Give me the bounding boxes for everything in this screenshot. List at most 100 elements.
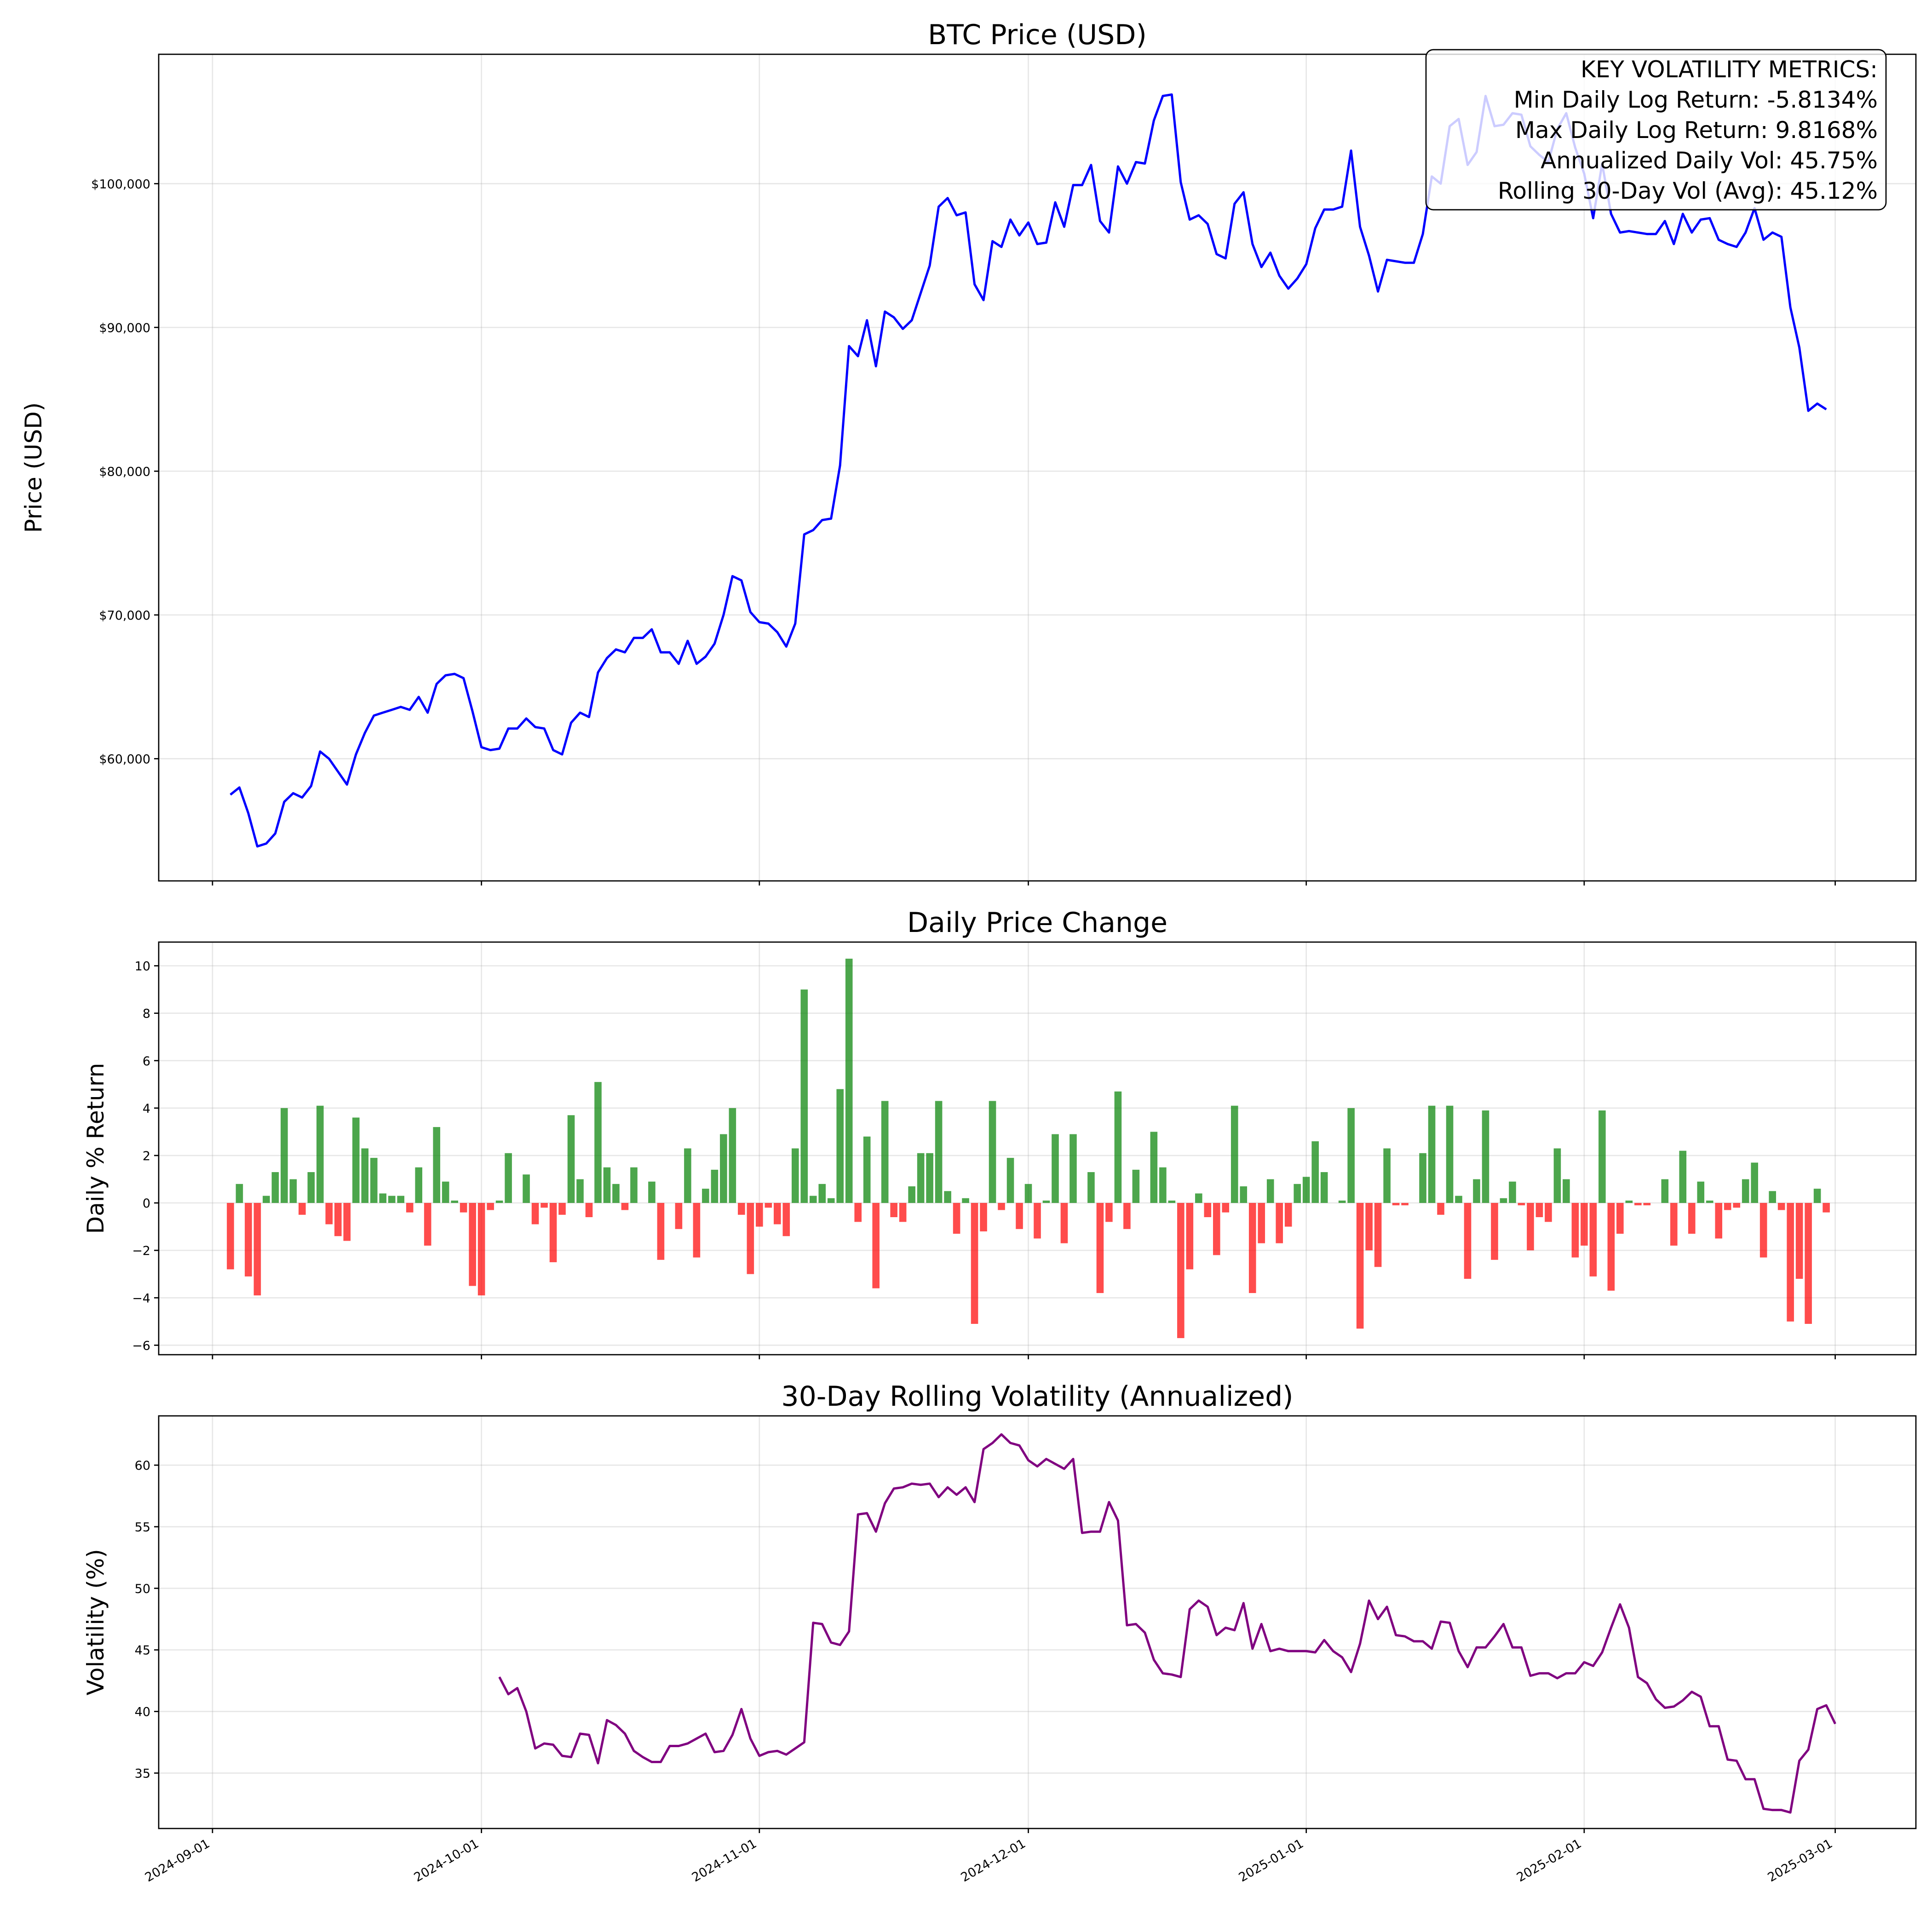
return-bar <box>702 1189 709 1203</box>
return-bar <box>1294 1184 1301 1203</box>
data-point <box>705 656 706 657</box>
return-bar <box>774 1203 781 1225</box>
data-point <box>615 649 616 650</box>
y-tick-label: −6 <box>132 1339 150 1353</box>
return-bar <box>1598 1110 1606 1203</box>
panel-title: Daily Price Change <box>907 907 1167 939</box>
data-point <box>1736 1760 1737 1761</box>
return-bar <box>1213 1203 1220 1255</box>
data-point <box>1449 1622 1450 1623</box>
return-bar <box>1105 1203 1113 1222</box>
return-bar <box>1276 1203 1283 1243</box>
return-bar <box>1132 1169 1140 1203</box>
axes-frame <box>158 1415 1917 1829</box>
return-bar <box>1204 1203 1212 1217</box>
data-point <box>1333 209 1334 210</box>
data-point <box>275 833 276 834</box>
return-bar <box>809 1196 817 1203</box>
return-bar <box>989 1101 996 1203</box>
y-tick-label: 35 <box>135 1767 150 1781</box>
return-bar <box>307 1172 315 1203</box>
return-bar <box>227 1203 234 1270</box>
return-bar <box>998 1203 1005 1210</box>
return-bar <box>1042 1200 1050 1203</box>
return-bar <box>1284 1203 1292 1227</box>
return-bar <box>1634 1203 1642 1206</box>
return-bar <box>926 1153 933 1203</box>
return-bar <box>1482 1110 1489 1203</box>
return-bar <box>1491 1203 1498 1260</box>
return-bar <box>1392 1203 1400 1206</box>
return-bar <box>1813 1189 1821 1203</box>
data-point <box>1745 232 1746 233</box>
return-bar <box>1159 1167 1167 1203</box>
y-tick-label: 8 <box>143 1007 150 1021</box>
return-bar <box>791 1148 799 1203</box>
y-tick-label: 6 <box>143 1054 150 1069</box>
data-point <box>1019 235 1020 236</box>
y-tick-label: 60 <box>135 1459 150 1473</box>
data-point <box>508 728 509 729</box>
return-bar <box>800 989 808 1203</box>
return-bar <box>263 1196 270 1203</box>
return-bar <box>630 1167 638 1203</box>
return-bar <box>1383 1148 1391 1203</box>
y-tick-label: −4 <box>132 1291 150 1305</box>
return-bar <box>1805 1203 1812 1324</box>
return-bar <box>271 1172 279 1203</box>
x-tick-label: 2025-02-01 <box>1514 1836 1584 1885</box>
return-bar <box>1034 1203 1041 1239</box>
y-tick-label: $80,000 <box>99 465 150 479</box>
data-point <box>786 1754 787 1755</box>
data-point <box>454 673 455 674</box>
return-bar <box>693 1203 701 1258</box>
return-bar <box>890 1203 897 1217</box>
return-bar <box>531 1203 539 1225</box>
data-point <box>1799 1760 1800 1761</box>
return-bar <box>953 1203 960 1234</box>
return-bar <box>1795 1203 1803 1279</box>
return-bar <box>1823 1203 1830 1213</box>
data-point <box>1790 307 1791 308</box>
return-bar <box>827 1198 835 1203</box>
metric-line: Min Daily Log Return: -5.8134% <box>1514 86 1878 113</box>
return-bar <box>1258 1203 1265 1243</box>
return-bar <box>451 1200 458 1203</box>
x-tick-label: 2024-10-01 <box>412 1836 481 1885</box>
return-bar <box>1114 1091 1122 1203</box>
return-bar <box>1347 1108 1355 1203</box>
return-bar <box>1024 1184 1032 1203</box>
return-bar <box>603 1167 611 1203</box>
return-bar <box>962 1198 969 1203</box>
return-bar <box>245 1203 252 1276</box>
return-bar <box>1553 1148 1561 1203</box>
return-bar <box>657 1203 665 1260</box>
return-bar <box>881 1101 889 1203</box>
panel-1: $60,000 $70,000 $80,000 $90,000 $100,000 BTC … <box>20 19 1917 886</box>
data-point <box>1297 278 1298 279</box>
y-tick-label: 2 <box>143 1149 150 1163</box>
data-point <box>768 623 769 624</box>
return-bar <box>1087 1172 1095 1203</box>
return-bar <box>899 1203 907 1222</box>
return-bar <box>1311 1141 1319 1203</box>
x-tick-label: 2025-01-01 <box>1236 1836 1306 1885</box>
data-point <box>1691 1691 1692 1692</box>
return-bar <box>415 1167 422 1203</box>
return-bar <box>1563 1179 1570 1203</box>
return-bar <box>1356 1203 1364 1329</box>
data-point <box>1198 215 1199 216</box>
y-tick-label: 40 <box>135 1705 150 1719</box>
return-bar <box>1715 1203 1723 1239</box>
data-point <box>481 747 482 748</box>
data-point <box>669 652 670 653</box>
axes-frame <box>158 53 1917 882</box>
return-bar <box>612 1184 620 1203</box>
data-point <box>1315 1652 1316 1653</box>
y-tick-label: $90,000 <box>99 321 150 335</box>
x-tick-label: 2024-12-01 <box>959 1836 1028 1885</box>
return-bar <box>1769 1191 1776 1203</box>
data-point <box>1001 1434 1002 1435</box>
return-bar <box>863 1136 871 1203</box>
return-bar <box>1150 1132 1158 1203</box>
